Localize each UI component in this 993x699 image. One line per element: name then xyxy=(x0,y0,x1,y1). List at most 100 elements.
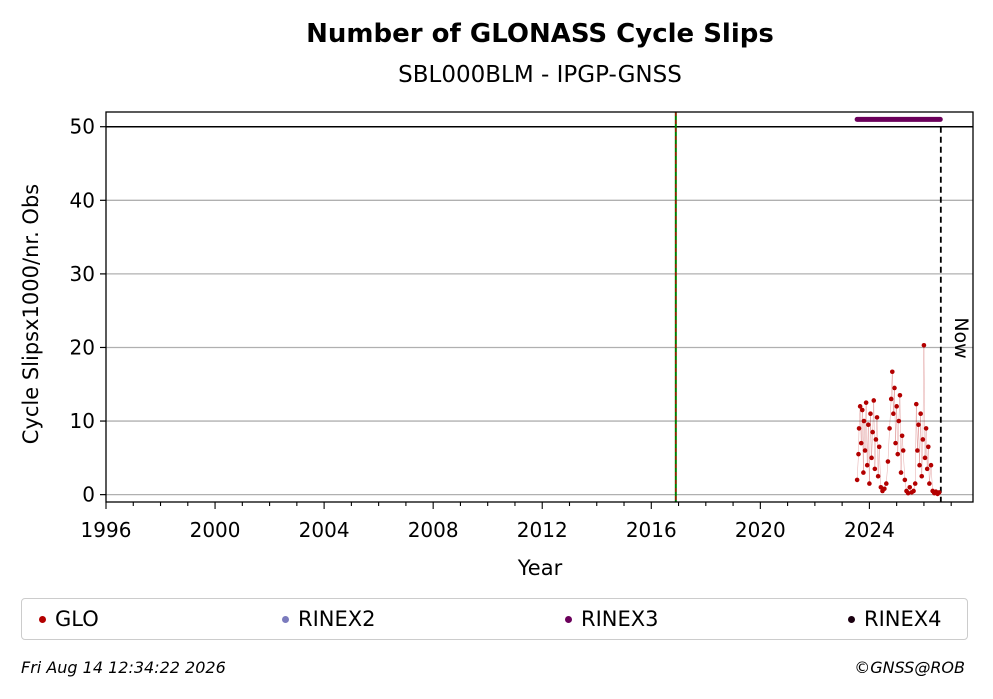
glo-connector xyxy=(856,454,859,480)
glo-point xyxy=(858,440,864,446)
legend: GLO RINEX2 RINEX3 RINEX4 xyxy=(21,598,968,640)
glo-connector xyxy=(868,424,870,484)
legend-item-rinex4: RINEX4 xyxy=(848,607,942,631)
glo-point xyxy=(927,481,932,486)
legend-item-rinex3: RINEX3 xyxy=(565,607,659,631)
glo-point xyxy=(925,444,931,450)
glo-point xyxy=(875,473,881,479)
legend-marker-rinex4 xyxy=(848,615,855,623)
x-tick-label: 2024 xyxy=(844,518,895,542)
glo-connector xyxy=(893,387,895,414)
x-tick-label: 2004 xyxy=(299,518,350,542)
x-tick-label: 2000 xyxy=(190,518,241,542)
glo-point xyxy=(871,398,877,403)
glo-connector xyxy=(898,395,901,422)
glo-point xyxy=(920,437,926,442)
glo-connector xyxy=(894,387,896,444)
x-tick-label: 2008 xyxy=(408,518,459,542)
y-tick-label: 0 xyxy=(82,483,95,507)
glo-connector xyxy=(865,402,868,466)
glo-connector xyxy=(889,398,892,429)
glo-connector xyxy=(914,404,917,484)
x-tick-label: 2016 xyxy=(626,518,677,542)
legend-label-rinex3: RINEX3 xyxy=(581,607,659,631)
glo-connector xyxy=(917,424,919,451)
glo-point xyxy=(878,484,884,490)
glo-point xyxy=(874,415,880,420)
now-label: Now xyxy=(950,317,972,358)
glo-connector xyxy=(916,404,918,451)
footer-credit: ©GNSS@ROB xyxy=(854,658,965,677)
glo-point xyxy=(863,400,869,405)
glo-point xyxy=(899,433,905,439)
glo-connector xyxy=(921,439,924,477)
y-tick-label: 40 xyxy=(70,188,95,212)
glo-point xyxy=(936,490,942,495)
x-tick-label: 2020 xyxy=(735,518,786,542)
glo-connector xyxy=(859,406,862,444)
legend-label-rinex4: RINEX4 xyxy=(864,607,942,631)
cycle-slips-chart: Number of GLONASS Cycle Slips SBL000BLM … xyxy=(19,19,974,580)
glo-point xyxy=(887,426,892,431)
y-axis-label: Cycle Slipsx1000/nr. Obs xyxy=(19,184,43,444)
glo-point xyxy=(918,411,923,416)
reference-lines xyxy=(106,112,973,502)
x-tick-label: 2012 xyxy=(517,518,568,542)
glo-connector xyxy=(875,417,878,440)
chart-title: Number of GLONASS Cycle Slips xyxy=(306,19,774,49)
glo-connector xyxy=(887,428,890,462)
glo-connector xyxy=(858,406,861,429)
glo-point xyxy=(891,411,896,416)
plot-frame xyxy=(105,111,974,503)
glo-point xyxy=(895,451,901,457)
glo-connector xyxy=(863,421,866,451)
glo-connector xyxy=(892,371,894,414)
glo-point xyxy=(889,369,895,375)
glo-connector xyxy=(919,413,921,466)
glo-point xyxy=(882,486,887,492)
glo-connector xyxy=(924,428,927,458)
glo-connector xyxy=(918,424,920,466)
glo-connector xyxy=(922,345,925,440)
glo-connector xyxy=(890,371,893,399)
glo-connector xyxy=(860,410,863,444)
glo-point xyxy=(921,342,927,348)
glo-connector xyxy=(873,400,876,469)
glo-point xyxy=(870,429,875,435)
glo-point xyxy=(907,484,913,490)
glo-point xyxy=(900,448,906,453)
data-points xyxy=(854,116,943,497)
y-tick-label: 20 xyxy=(70,335,95,359)
glo-point xyxy=(916,422,921,428)
glo-point xyxy=(896,418,902,424)
glo-point xyxy=(885,459,891,464)
legend-marker-rinex3 xyxy=(565,615,572,623)
glo-connector xyxy=(930,465,933,491)
legend-label-rinex2: RINEX2 xyxy=(298,607,376,631)
glo-point xyxy=(868,411,873,416)
glo-connector xyxy=(858,428,860,455)
glo-point xyxy=(913,401,919,407)
glo-connector xyxy=(878,446,882,488)
legend-label-glo: GLO xyxy=(55,607,99,631)
glo-point xyxy=(915,448,920,453)
y-tick-label: 30 xyxy=(70,262,95,286)
glo-point xyxy=(876,444,882,450)
glo-point xyxy=(866,422,871,428)
legend-marker-rinex2 xyxy=(282,615,289,623)
glo-point xyxy=(867,481,872,486)
glo-point xyxy=(864,462,870,468)
glo-point xyxy=(894,404,899,409)
glo-connector xyxy=(896,406,899,455)
y-tick-label: 50 xyxy=(70,115,95,139)
glo-point xyxy=(869,455,874,461)
glo-point xyxy=(856,426,862,431)
x-axis-label: Year xyxy=(517,556,563,580)
glo-point xyxy=(897,393,903,398)
glo-point xyxy=(872,466,878,472)
glo-connector xyxy=(866,424,869,466)
glo-point xyxy=(884,481,889,486)
glo-connector xyxy=(863,421,865,473)
glo-point xyxy=(892,385,897,391)
glo-point xyxy=(860,407,865,413)
